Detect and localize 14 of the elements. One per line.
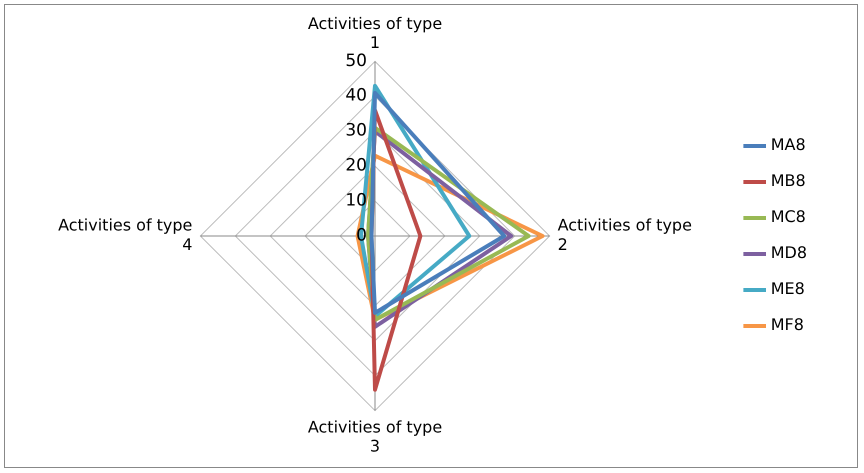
- y-tick-label: 50: [345, 50, 367, 71]
- y-tick-label: 20: [345, 156, 367, 176]
- legend-label: MC8: [770, 207, 806, 226]
- legend-label: MA8: [770, 135, 806, 154]
- spoke-label: Activities of type 2: [558, 216, 692, 254]
- legend-label: MB8: [770, 171, 806, 190]
- spoke-label: Activities of type 1: [308, 14, 442, 52]
- y-tick-label: 30: [345, 120, 367, 141]
- spoke-label: Activities of type 4: [58, 216, 192, 254]
- legend-label: MF8: [770, 315, 804, 334]
- spoke-label: Activities of type 3: [308, 417, 442, 456]
- legend-label: ME8: [770, 279, 805, 298]
- legend-label: MD8: [770, 243, 808, 262]
- y-tick-label: 40: [345, 86, 367, 106]
